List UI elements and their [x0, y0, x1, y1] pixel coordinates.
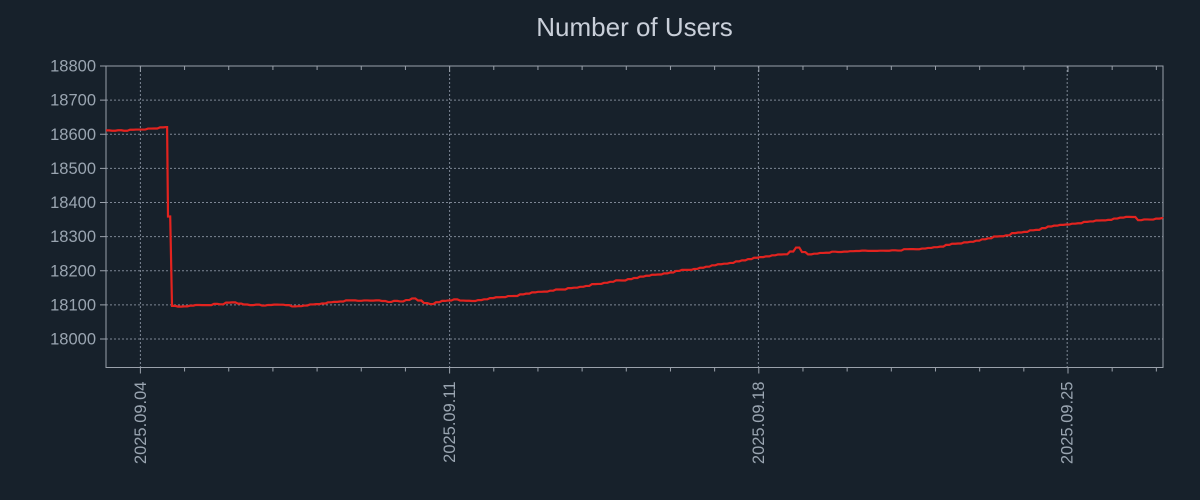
svg-text:18800: 18800 [50, 58, 96, 76]
svg-text:2025.09.11: 2025.09.11 [441, 382, 459, 463]
svg-text:18400: 18400 [50, 194, 96, 212]
svg-text:18100: 18100 [50, 296, 96, 314]
svg-text:2025.09.18: 2025.09.18 [750, 382, 768, 465]
svg-text:18500: 18500 [50, 160, 96, 178]
svg-text:18000: 18000 [50, 331, 96, 349]
svg-text:2025.09.25: 2025.09.25 [1059, 382, 1077, 465]
svg-text:18700: 18700 [50, 92, 96, 110]
svg-text:2025.09.04: 2025.09.04 [132, 382, 150, 465]
svg-text:18600: 18600 [50, 126, 96, 144]
svg-text:18300: 18300 [50, 228, 96, 246]
svg-text:18200: 18200 [50, 262, 96, 280]
